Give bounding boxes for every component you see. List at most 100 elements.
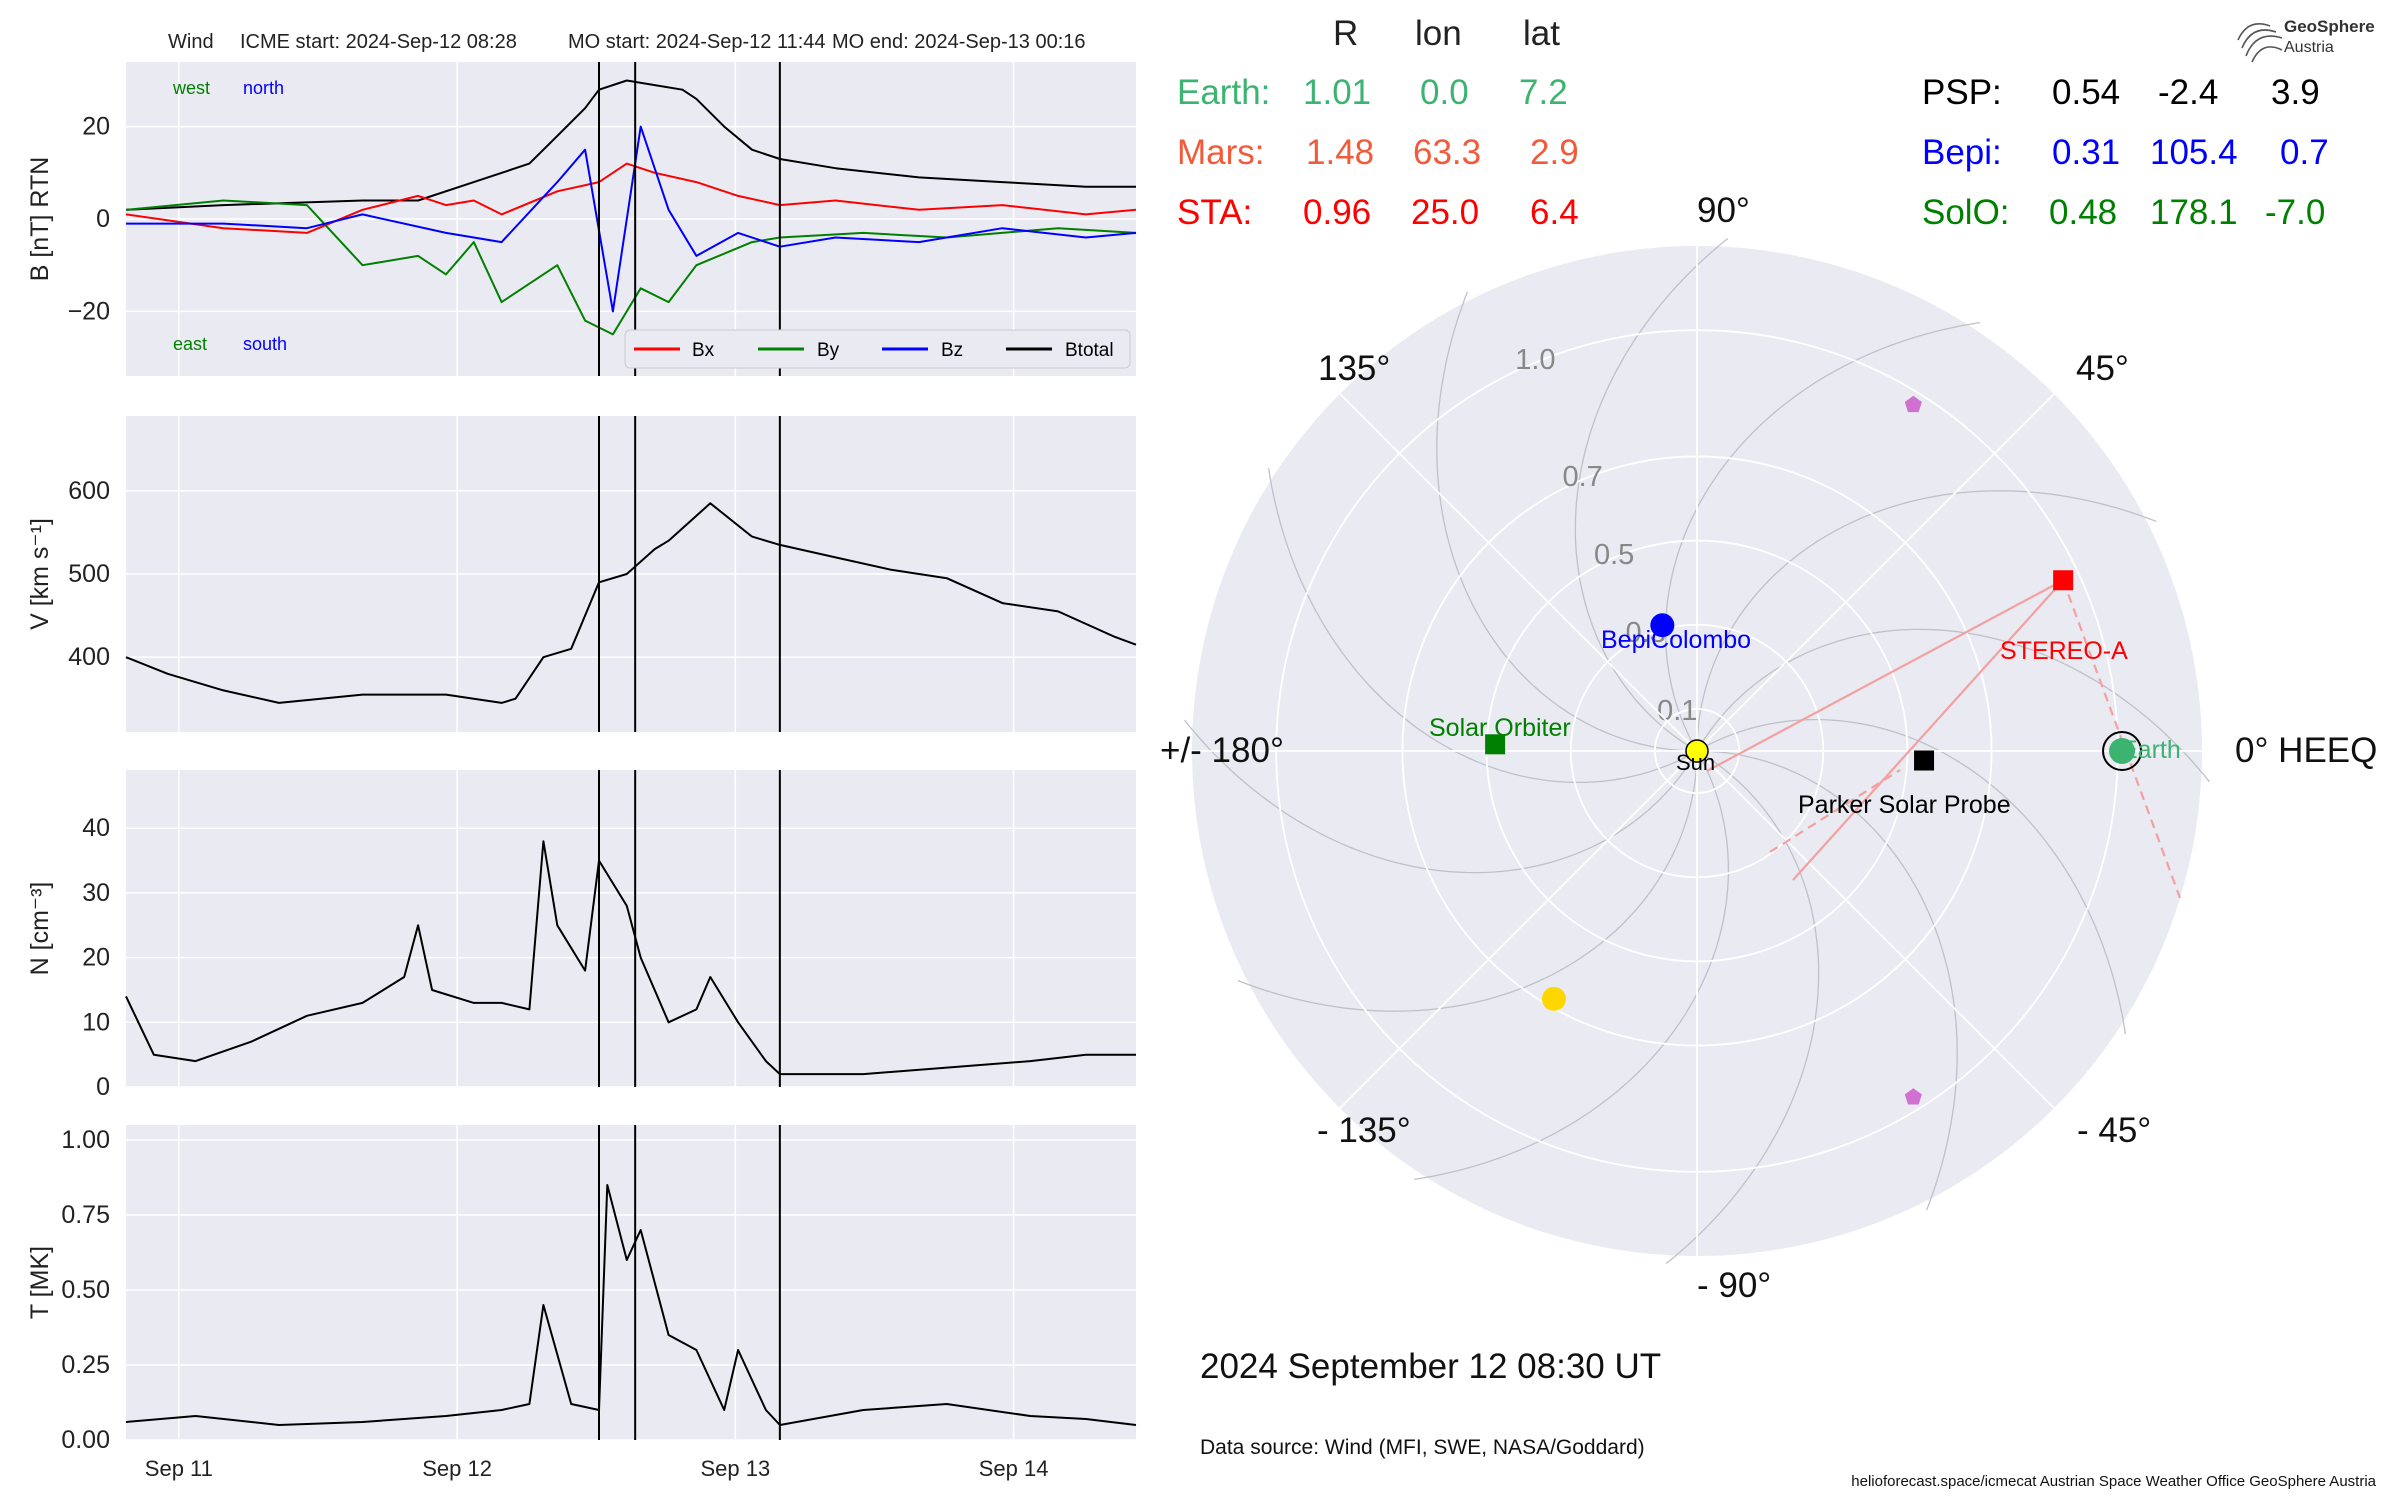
row-r: 0.31 xyxy=(2052,133,2120,172)
row-lat: 0.7 xyxy=(2280,133,2329,172)
panel-speed: 600 500 400 V [km s⁻¹] xyxy=(26,416,1137,732)
row-solo: SolO: 0.48 178.1 -7.0 xyxy=(1922,193,2325,232)
b-legend: Bx By Bz Btotal xyxy=(624,329,1131,369)
y-tick-label: 0.75 xyxy=(61,1201,110,1229)
logo-line2: Austria xyxy=(2284,39,2334,56)
angle-label-0: 0° HEEQ xyxy=(2235,731,2377,770)
spiral-line xyxy=(1237,759,1698,1012)
y-tick-label: 30 xyxy=(82,879,110,907)
label-earth: Earth xyxy=(2121,736,2181,764)
row-r: 0.54 xyxy=(2052,73,2120,112)
series-line-n xyxy=(125,840,1136,1076)
row-lon: 0.0 xyxy=(1420,73,1469,112)
footer-data-source: Data source: Wind (MFI, SWE, NASA/Goddar… xyxy=(1200,1436,1645,1459)
legend-label-btotal: Btotal xyxy=(1065,340,1114,361)
annotation-north: north xyxy=(243,78,284,98)
y-tick-label: 10 xyxy=(82,1008,110,1036)
row-lat: 6.4 xyxy=(1530,193,1579,232)
y-tick-label: 0.50 xyxy=(61,1276,110,1304)
spiral-line xyxy=(1696,490,2157,743)
spiral-line xyxy=(1413,758,1730,1181)
legend-label-bz: Bz xyxy=(941,340,963,361)
position-table: R lon lat Earth: 1.01 0.0 7.2 Mars: 1.48… xyxy=(1177,14,2329,232)
row-lat: 3.9 xyxy=(2271,73,2320,112)
x-tick-label: Sep 12 xyxy=(422,1456,492,1481)
row-lat: 2.9 xyxy=(1530,133,1579,172)
sta-dashed-line xyxy=(1769,769,1901,853)
y-axis-label: V [km s⁻¹] xyxy=(26,518,54,630)
polar-object-labels: BepiColombo Solar Orbiter STEREO-A Parke… xyxy=(1429,626,2181,819)
earth-ring xyxy=(2102,731,2143,771)
radial-tick-label: 0.5 xyxy=(1594,539,1634,571)
b-annotations: west north east south xyxy=(172,78,287,354)
footer-credits: helioforecast.space/icmecat Austrian Spa… xyxy=(1851,1473,2376,1490)
y-axis-label: B [nT] RTN xyxy=(26,157,54,282)
label-sun: Sun xyxy=(1676,750,1715,775)
angle-label-m45: - 45° xyxy=(2077,1111,2151,1150)
angular-gridline xyxy=(1339,393,1698,752)
legend-label-bx: Bx xyxy=(692,340,715,361)
marker-solar-orbiter xyxy=(1485,734,1506,755)
row-mars: Mars: 1.48 63.3 2.9 xyxy=(1177,133,1579,172)
marker-parker-solar-probe xyxy=(1914,750,1935,771)
timeseries-header: Wind ICME start: 2024-Sep-12 08:28 MO st… xyxy=(168,31,1086,53)
row-label: PSP: xyxy=(1922,73,2002,112)
row-r: 1.01 xyxy=(1303,73,1371,112)
angle-label-180: +/- 180° xyxy=(1160,731,1284,770)
spiral-line xyxy=(1267,467,1690,784)
marker-pentagon-upper xyxy=(1904,395,1922,413)
header-mo-end: MO end: 2024-Sep-13 00:16 xyxy=(832,31,1086,53)
spiral-lines xyxy=(1183,237,2211,1265)
angle-label-135: 135° xyxy=(1318,349,1390,388)
footer-date: 2024 September 12 08:30 UT xyxy=(1200,1347,1661,1386)
y-axis-label: N [cm⁻³] xyxy=(26,882,54,976)
y-tick-label: 40 xyxy=(82,814,110,842)
series-line-v xyxy=(125,502,1137,704)
series-line-t xyxy=(125,1184,1137,1426)
series-line-bx xyxy=(125,162,1137,234)
marker-earth xyxy=(2109,738,2136,764)
spiral-line xyxy=(1665,754,1820,1265)
y-tick-label: 20 xyxy=(82,113,110,141)
row-lon: 63.3 xyxy=(1413,133,1481,172)
row-label: STA: xyxy=(1177,193,1252,232)
y-tick-label: −20 xyxy=(68,297,110,325)
row-r: 0.48 xyxy=(2049,193,2117,232)
label-stereo-a: STEREO-A xyxy=(2000,637,2128,665)
header-icme-start: ICME start: 2024-Sep-12 08:28 xyxy=(240,31,517,53)
y-tick-label: 0.00 xyxy=(61,1426,110,1454)
y-axis-label: T [MK] xyxy=(26,1246,54,1319)
angular-gridline xyxy=(1696,750,2055,1109)
marker-pentagon-lower xyxy=(1904,1088,1922,1105)
label-solar-orbiter: Solar Orbiter xyxy=(1429,714,1571,742)
row-label: Mars: xyxy=(1177,133,1265,172)
series-line-btotal xyxy=(125,79,1136,211)
y-tick-label: 20 xyxy=(82,944,110,972)
marker-sun xyxy=(1685,739,1709,763)
annotation-east: east xyxy=(173,334,207,354)
row-r: 1.48 xyxy=(1306,133,1374,172)
y-tick-label: 1.00 xyxy=(61,1126,110,1154)
row-lon: 105.4 xyxy=(2150,133,2238,172)
header-spacecraft: Wind xyxy=(168,31,214,53)
x-tick-label: Sep 13 xyxy=(700,1456,770,1481)
row-sta: STA: 0.96 25.0 6.4 xyxy=(1177,193,1579,232)
footer: 2024 September 12 08:30 UT Data source: … xyxy=(1200,1347,2377,1490)
angular-gridline xyxy=(1696,393,2055,752)
series-line-bz xyxy=(126,125,1137,313)
legend-label-by: By xyxy=(817,340,840,361)
marker-bepicolombo xyxy=(1650,613,1675,638)
y-tick-label: 400 xyxy=(68,643,110,671)
y-tick-label: 600 xyxy=(68,477,110,505)
row-lon: 178.1 xyxy=(2150,193,2238,232)
plot-area xyxy=(126,770,1136,1087)
row-lat: -7.0 xyxy=(2265,193,2325,232)
sta-connection-line xyxy=(1706,579,2064,772)
legend-frame xyxy=(624,329,1131,369)
row-earth: Earth: 1.01 0.0 7.2 xyxy=(1177,73,1568,112)
label-parker-solar-probe: Parker Solar Probe xyxy=(1798,791,2011,819)
y-tick-label: 0.25 xyxy=(61,1351,110,1379)
geosphere-logo: GeoSphere Austria xyxy=(2237,17,2375,63)
radial-tick-label: 0.1 xyxy=(1657,695,1697,727)
